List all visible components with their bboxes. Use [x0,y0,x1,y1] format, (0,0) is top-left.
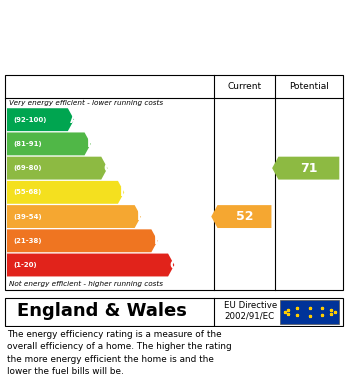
Polygon shape [7,157,108,179]
Text: A: A [70,113,79,126]
Polygon shape [7,205,141,228]
Text: Not energy efficient - higher running costs: Not energy efficient - higher running co… [9,281,163,287]
Text: (55-68): (55-68) [13,189,41,196]
Polygon shape [211,205,271,228]
Text: Energy Efficiency Rating: Energy Efficiency Rating [10,45,220,60]
Polygon shape [272,157,339,179]
Polygon shape [7,108,74,131]
Text: (21-38): (21-38) [13,238,41,244]
Text: England & Wales: England & Wales [17,302,187,320]
Text: The energy efficiency rating is a measure of the
overall efficiency of a home. T: The energy efficiency rating is a measur… [7,330,231,376]
Polygon shape [7,253,174,276]
Text: EU Directive
2002/91/EC: EU Directive 2002/91/EC [224,301,278,321]
Text: F: F [154,234,162,247]
Text: D: D [120,186,129,199]
Text: Potential: Potential [289,83,329,91]
Polygon shape [7,230,158,252]
Text: (81-91): (81-91) [13,141,41,147]
Text: B: B [87,137,96,151]
Polygon shape [7,181,124,204]
Text: (1-20): (1-20) [13,262,37,268]
Text: (92-100): (92-100) [13,117,46,123]
Text: C: C [103,161,112,175]
Bar [280,300,339,323]
Polygon shape [7,133,91,155]
Text: E: E [137,210,145,223]
Text: Very energy efficient - lower running costs: Very energy efficient - lower running co… [9,100,163,106]
Text: Current: Current [227,83,262,91]
Text: 52: 52 [236,210,253,223]
Text: G: G [170,258,180,271]
Text: (69-80): (69-80) [13,165,41,171]
Text: (39-54): (39-54) [13,213,41,220]
Text: 71: 71 [300,161,318,175]
